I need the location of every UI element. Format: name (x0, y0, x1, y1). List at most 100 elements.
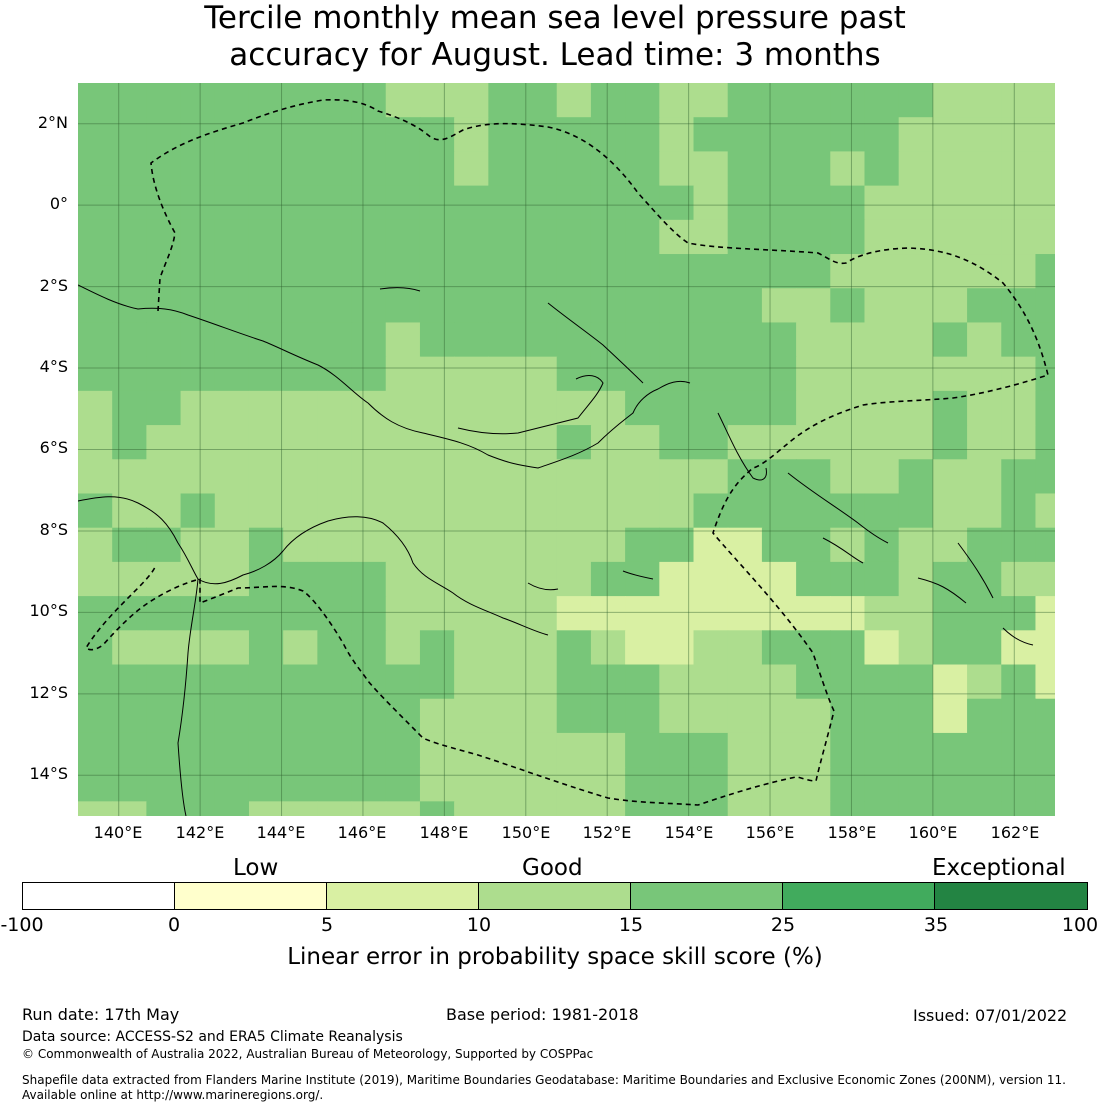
skill-cell (419, 390, 455, 426)
skill-cell (385, 664, 421, 700)
skill-cell (932, 459, 968, 495)
skill-cell (796, 322, 831, 358)
skill-cell (898, 254, 934, 289)
skill-cell (317, 117, 353, 153)
skill-cell (727, 493, 763, 529)
skill-cell (385, 698, 421, 734)
skill-cell (761, 117, 797, 153)
skill-cell (864, 801, 900, 816)
skill-cell (693, 322, 729, 358)
skill-cell (78, 390, 113, 426)
skill-cell (556, 698, 592, 734)
skill-cell (761, 219, 797, 255)
skill-cell (112, 527, 147, 563)
skill-cell (659, 425, 695, 460)
skill-cell (932, 767, 968, 802)
skill-cell (727, 356, 763, 392)
skill-cell (385, 801, 421, 816)
skill-cell (180, 288, 216, 324)
skill-cell (830, 83, 866, 118)
skill-cell (590, 596, 626, 631)
skill-cell (796, 596, 831, 631)
skill-cell (830, 664, 866, 700)
skill-cell (112, 356, 147, 392)
skill-cell (112, 698, 147, 734)
skill-cell (693, 459, 729, 495)
skill-cell (693, 117, 729, 153)
skill-cell (488, 83, 524, 118)
skill-cell (898, 561, 934, 597)
skill-cell (317, 527, 353, 563)
skill-cell (556, 630, 592, 666)
skill-cell (317, 322, 353, 358)
title-line-1: Tercile monthly mean sea level pressure … (204, 0, 906, 36)
skill-cell (727, 698, 763, 734)
skill-cell (146, 698, 182, 734)
skill-cell (625, 698, 660, 734)
coastline-new-guinea-north (78, 284, 691, 469)
skill-cell (454, 288, 489, 324)
skill-cell (1035, 390, 1055, 426)
skill-cell (556, 732, 592, 768)
skill-cell (556, 527, 592, 563)
skill-cell (967, 664, 1002, 700)
skill-cell (385, 219, 421, 255)
skill-cell (830, 561, 866, 597)
skill-cell (317, 561, 353, 597)
skill-cell (78, 732, 113, 768)
skill-cell (488, 322, 524, 358)
skill-cell (727, 561, 763, 597)
skill-cell (454, 561, 489, 597)
skill-cell (146, 83, 182, 118)
skill-cell (419, 767, 455, 802)
skill-cell (967, 767, 1002, 802)
base-period: Base period: 1981-2018 (446, 1005, 639, 1024)
skill-cell (761, 527, 797, 563)
skill-cell (1001, 356, 1037, 392)
skill-cell (146, 664, 182, 700)
skill-cell (693, 698, 729, 734)
skill-cell (727, 83, 763, 118)
skill-cell (967, 493, 1002, 529)
coastline-new-guinea-south (78, 496, 549, 636)
skill-cell (898, 151, 934, 187)
skill-cell (659, 732, 695, 768)
skill-cell (248, 698, 284, 734)
skill-cell (419, 83, 455, 118)
skill-cell (146, 732, 182, 768)
skill-cell (180, 356, 216, 392)
skill-cell (1001, 561, 1037, 597)
skill-cell (898, 732, 934, 768)
graticule (78, 83, 1055, 816)
skill-cell (146, 356, 182, 392)
skill-cell (556, 493, 592, 529)
skill-cell (214, 493, 250, 529)
skill-cell (556, 664, 592, 700)
copyright: © Commonwealth of Australia 2022, Austra… (22, 1047, 594, 1061)
lon-label: 140°E (93, 823, 143, 842)
skill-cell (317, 390, 353, 426)
skill-cell (488, 767, 524, 802)
skill-cell (864, 390, 900, 426)
skill-cell (625, 83, 660, 118)
skill-cell (590, 254, 626, 289)
skill-cell (248, 425, 284, 460)
skill-cell (898, 185, 934, 221)
skill-cell (761, 356, 797, 392)
skill-cell (693, 151, 729, 187)
skill-cell (590, 117, 626, 153)
skill-cell (146, 527, 182, 563)
skill-cell (659, 322, 695, 358)
skill-cell (625, 185, 660, 221)
skill-cell (317, 219, 353, 255)
skill-map[interactable] (78, 83, 1055, 816)
colorbar-tick: 15 (618, 914, 644, 936)
skill-cell (214, 801, 250, 816)
skill-cell (556, 561, 592, 597)
skill-cell (898, 664, 934, 700)
skill-cell (590, 390, 626, 426)
skill-cell (78, 185, 113, 221)
skill-cell (180, 767, 216, 802)
skill-cell (932, 527, 968, 563)
skill-cell (419, 698, 455, 734)
